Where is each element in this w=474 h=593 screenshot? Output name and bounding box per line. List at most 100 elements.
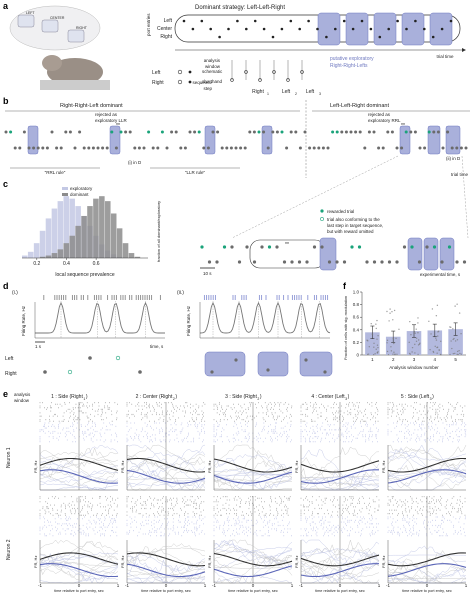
dot	[378, 35, 382, 39]
label: 1 s	[35, 344, 42, 349]
dot	[432, 245, 437, 249]
cell-dot	[372, 354, 375, 356]
dot	[387, 260, 392, 264]
dot	[417, 260, 422, 264]
cell-dot	[435, 337, 437, 339]
trial-trace	[301, 573, 379, 584]
cell-dot	[392, 319, 394, 321]
box	[17, 14, 35, 28]
cell-dot	[374, 353, 376, 355]
label: )	[260, 394, 262, 400]
dot	[188, 130, 192, 134]
trial-trace	[126, 452, 206, 472]
legend-swatch	[62, 187, 68, 190]
panel-label: c	[3, 179, 8, 189]
x-tick-label: -1	[212, 583, 216, 588]
mean-trace	[126, 457, 206, 473]
dot	[253, 19, 257, 23]
trial-trace	[213, 546, 293, 553]
dot	[50, 130, 54, 134]
dot	[285, 146, 289, 150]
trial-trace	[387, 444, 467, 480]
mean-trace	[387, 469, 467, 484]
dot	[4, 130, 8, 134]
cell-dot	[375, 323, 377, 325]
dot	[245, 27, 248, 31]
trial-trace	[213, 556, 293, 569]
dot	[68, 130, 72, 134]
dot	[304, 358, 308, 362]
cell-dot	[390, 350, 393, 352]
dot	[245, 245, 249, 249]
label: exploratory RRL	[368, 118, 401, 123]
dot	[386, 130, 390, 134]
dot	[105, 146, 109, 150]
hist-bar	[105, 201, 111, 258]
label: trial also conforming to the	[327, 217, 380, 222]
dot	[349, 130, 353, 134]
dot	[222, 245, 227, 249]
label: Neuron 2	[6, 539, 12, 560]
cell-dot	[460, 353, 462, 355]
dot	[43, 370, 47, 374]
label: 1	[267, 92, 269, 96]
dot	[312, 146, 316, 150]
trial-trace	[39, 470, 119, 487]
label: "LLR rule"	[185, 170, 206, 175]
dot	[297, 260, 302, 264]
hist-bar	[45, 255, 52, 258]
cell-dot	[414, 352, 416, 354]
cell-dot	[370, 323, 372, 325]
panel-label: b	[3, 96, 9, 106]
dot	[396, 19, 399, 23]
dot	[234, 146, 238, 150]
dot	[88, 356, 92, 360]
cell-dot	[452, 328, 454, 330]
label: Neuron 1	[6, 447, 12, 468]
dot	[82, 146, 86, 150]
cell-dot	[367, 353, 370, 355]
mean-trace	[126, 563, 206, 578]
rule	[461, 155, 469, 239]
x-tick-label: 0.2	[33, 261, 40, 267]
dot	[464, 146, 468, 150]
mean-trace	[213, 471, 293, 484]
cell-dot	[414, 332, 416, 334]
trial-trace	[213, 460, 293, 490]
box	[67, 29, 85, 43]
dot	[367, 130, 371, 134]
trial-trace	[213, 469, 293, 476]
trial-trace	[387, 559, 467, 582]
cell-dot	[386, 342, 388, 344]
cell-dot	[449, 353, 451, 356]
trial-trace	[39, 552, 119, 561]
box	[257, 351, 289, 377]
dot	[18, 146, 22, 150]
dot	[275, 245, 279, 249]
trial-trace	[300, 555, 380, 584]
cell-dot	[450, 326, 452, 329]
dot	[55, 146, 59, 150]
dot	[331, 130, 335, 134]
box	[299, 351, 333, 377]
dot	[303, 130, 307, 134]
trial-trace	[387, 455, 467, 477]
label: 1	[83, 397, 85, 401]
cell-dot	[435, 339, 438, 341]
dot	[229, 146, 233, 150]
trial-trace	[213, 474, 292, 476]
label: trial time	[436, 54, 453, 59]
label: but with reward omitted	[327, 229, 374, 234]
box	[373, 12, 397, 46]
hist-bar	[39, 230, 46, 258]
hist-bar	[134, 256, 141, 258]
mouse-head	[42, 55, 62, 71]
dot	[230, 78, 234, 82]
cell-dot	[415, 340, 418, 342]
label: rejected as	[95, 112, 118, 117]
x-tick-label: 0	[165, 583, 168, 588]
dot	[410, 245, 414, 249]
trial-trace	[300, 544, 380, 570]
panel-label: d	[3, 281, 9, 291]
cell-dot	[436, 304, 439, 307]
